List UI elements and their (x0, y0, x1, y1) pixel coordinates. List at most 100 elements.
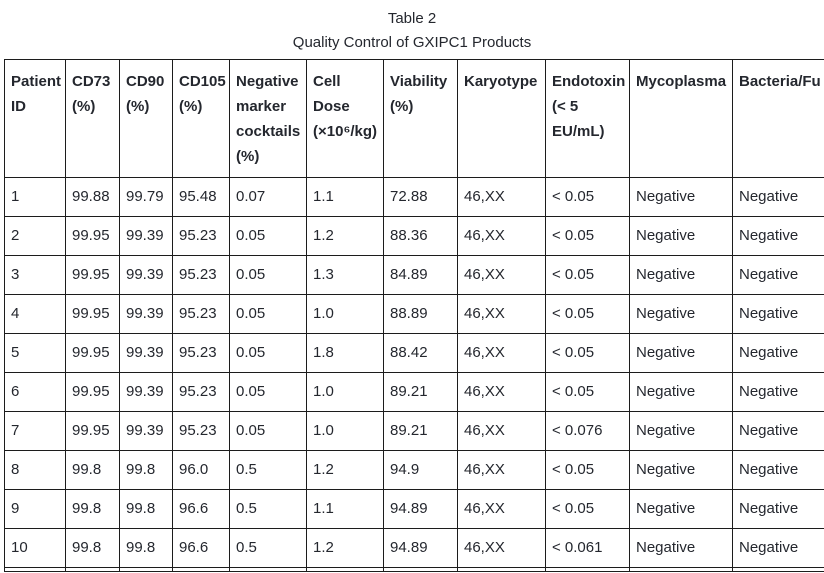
cell-viability: 89.21 (383, 372, 458, 412)
cell-cd90: 99.8 (119, 489, 173, 529)
cell-cell-dose: 1.8 (306, 333, 384, 373)
table-row: 4 99.95 99.39 95.23 0.05 1.0 88.89 46,XX… (4, 294, 824, 334)
cell-mycoplasma: Negative (629, 372, 733, 412)
cell-viability: 94.89 (383, 489, 458, 529)
cell-cd105: 95.23 (172, 255, 230, 295)
cell-mycoplasma: Negative (629, 450, 733, 490)
cell-bacteria-fungi: Negative (732, 177, 824, 217)
cell-cd105: 96.6 (172, 528, 230, 568)
table-row: 6 99.95 99.39 95.23 0.05 1.0 89.21 46,XX… (4, 372, 824, 412)
cell-bacteria-fungi: Negative (732, 255, 824, 295)
cell-cd73: 99.95 (65, 333, 120, 373)
cell-viability: 89.21 (383, 411, 458, 451)
cell-endotoxin: < 0.05 (545, 333, 630, 373)
cell-mycoplasma: Negative (629, 294, 733, 334)
qc-table: Patient ID CD73 (%) CD90 (%) CD105 (%) N… (4, 59, 824, 572)
cell-cell-dose: 1.0 (306, 411, 384, 451)
col-header-mycoplasma: Mycoplasma (629, 59, 733, 178)
cell-endotoxin: < 0.05 (545, 372, 630, 412)
cell-bacteria-fungi: Negative (732, 411, 824, 451)
cell-viability: 94.9 (383, 450, 458, 490)
cell-cd73: 99.95 (65, 255, 120, 295)
table-row: 2 99.95 99.39 95.23 0.05 1.2 88.36 46,XX… (4, 216, 824, 256)
cell-mycoplasma: Negative (629, 411, 733, 451)
cell-endotoxin: < 0.05 (545, 294, 630, 334)
cell-cd73: 99.8 (65, 528, 120, 568)
cell-karyotype: 46,XX (457, 411, 546, 451)
cell-bacteria-fungi: Negative (732, 294, 824, 334)
cell-karyotype: 46,XX (457, 294, 546, 334)
cell-patient-id: 9 (4, 489, 66, 529)
cell-viability: 72.88 (383, 177, 458, 217)
cell-cd73: 99.95 (65, 294, 120, 334)
cell-endotoxin: < 0.076 (545, 411, 630, 451)
cell-karyotype: 46,XX (457, 528, 546, 568)
cell-patient-id: 10 (4, 528, 66, 568)
cell-viability: 88.42 (383, 333, 458, 373)
cell-karyotype: 46,XX (457, 333, 546, 373)
cell-bacteria-fungi: Negative (732, 333, 824, 373)
cell-cd73: 99.95 (65, 216, 120, 256)
cell-negative-markers: 0.05 (229, 411, 307, 451)
cell-karyotype: 46,XX (457, 450, 546, 490)
cell-patient-id: 7 (4, 411, 66, 451)
cell-cd105: 95.23 (172, 333, 230, 373)
cell-negative-markers: 0.5 (229, 450, 307, 490)
cell-karyotype: 46,XX (457, 216, 546, 256)
cell-cd90: 99.8 (119, 450, 173, 490)
cell-viability: 88.36 (383, 216, 458, 256)
cell-mycoplasma: Negative (629, 255, 733, 295)
cell-cd90: 99.39 (119, 216, 173, 256)
table-row: 7 99.95 99.39 95.23 0.05 1.0 89.21 46,XX… (4, 411, 824, 451)
cell-patient-id: 3 (4, 255, 66, 295)
cell-patient-id: 2 (4, 216, 66, 256)
table-row: 5 99.95 99.39 95.23 0.05 1.8 88.42 46,XX… (4, 333, 824, 373)
cell-endotoxin: < 0.05 (545, 216, 630, 256)
cell-cd90: 99.79 (119, 177, 173, 217)
cell-cd105: 96.6 (172, 489, 230, 529)
cell-negative-markers: 0.07 (229, 177, 307, 217)
header-row: Patient ID CD73 (%) CD90 (%) CD105 (%) N… (4, 59, 824, 178)
table-row: 1 99.88 99.79 95.48 0.07 1.1 72.88 46,XX… (4, 177, 824, 217)
cell-negative-markers: 0.05 (229, 372, 307, 412)
cell-negative-markers: 0.05 (229, 294, 307, 334)
col-header-karyotype: Karyotype (457, 59, 546, 178)
cell-cd73: 99.95 (65, 372, 120, 412)
cell-cd105: 95.23 (172, 294, 230, 334)
cell-cell-dose: 1.2 (306, 450, 384, 490)
table-row: 9 99.8 99.8 96.6 0.5 1.1 94.89 46,XX < 0… (4, 489, 824, 529)
cell-cd90: 99.39 (119, 411, 173, 451)
table-row: 10 99.8 99.8 96.6 0.5 1.2 94.89 46,XX < … (4, 528, 824, 568)
cell-mycoplasma: Negative (629, 216, 733, 256)
col-header-cell-dose: Cell Dose (×10⁶/kg) (306, 59, 384, 178)
table-title: Quality Control of GXIPC1 Products (292, 34, 532, 51)
cell-cd73: 99.8 (65, 450, 120, 490)
cell-cd90: 99.39 (119, 372, 173, 412)
col-header-cd90: CD90 (%) (119, 59, 173, 178)
cell-mycoplasma: Negative (629, 528, 733, 568)
cell-cell-dose: 1.0 (306, 294, 384, 334)
cell-endotoxin: < 0.05 (545, 177, 630, 217)
table-row: 3 99.95 99.39 95.23 0.05 1.3 84.89 46,XX… (4, 255, 824, 295)
cell-bacteria-fungi: Negative (732, 489, 824, 529)
cell-cd105: 95.23 (172, 411, 230, 451)
cell-endotoxin: < 0.05 (545, 489, 630, 529)
cell-cd105: 95.23 (172, 372, 230, 412)
cell-negative-markers: 0.05 (229, 255, 307, 295)
cell-viability: 84.89 (383, 255, 458, 295)
cell-cell-dose: 1.0 (306, 372, 384, 412)
cell-bacteria-fungi: Negative (732, 216, 824, 256)
cell-karyotype: 46,XX (457, 372, 546, 412)
col-header-cd105: CD105 (%) (172, 59, 230, 178)
cell-cell-dose: 1.1 (306, 177, 384, 217)
cell-cell-dose: 1.1 (306, 489, 384, 529)
cell-negative-markers: 0.05 (229, 216, 307, 256)
cell-mycoplasma: Negative (629, 333, 733, 373)
cell-bacteria-fungi: Negative (732, 450, 824, 490)
cell-cd90: 99.8 (119, 528, 173, 568)
cell-cd73: 99.88 (65, 177, 120, 217)
col-header-negative-markers: Negative marker cocktails (%) (229, 59, 307, 178)
cell-negative-markers: 0.5 (229, 489, 307, 529)
cell-bacteria-fungi: Negative (732, 372, 824, 412)
